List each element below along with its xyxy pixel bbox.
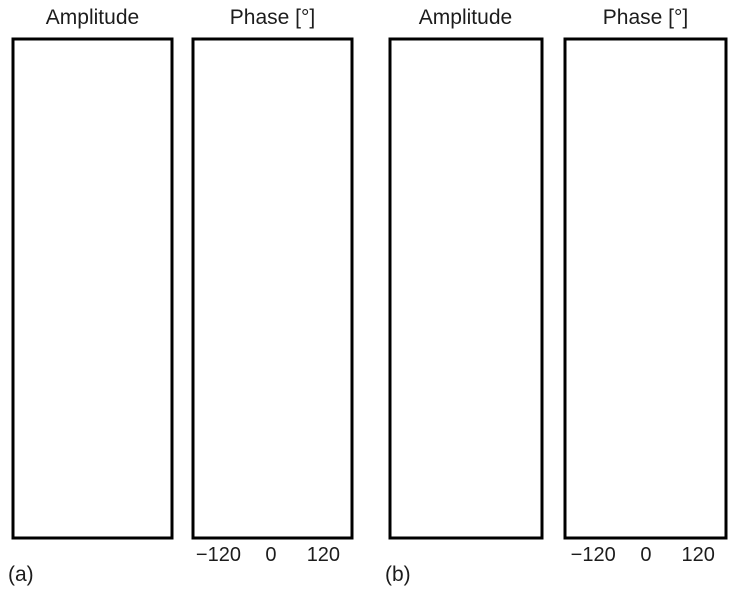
panel-b-phase xyxy=(563,37,728,540)
panel-b-phase-xtick-label-1: 0 xyxy=(640,544,652,566)
panel-a-amplitude-axes-frame xyxy=(11,37,174,540)
panel-b-amplitude-title: Amplitude xyxy=(418,6,513,29)
panel-a-amplitude-title: Amplitude xyxy=(45,6,140,29)
panel-b-phase-title: Phase [°] xyxy=(602,6,689,29)
panel-b-phase-xtick-label-0: −120 xyxy=(570,544,616,566)
group-a-label: (a) xyxy=(8,563,34,586)
panel-b-phase-xtick-label-2: 120 xyxy=(681,544,715,566)
panel-a-phase-title: Phase [°] xyxy=(229,6,316,29)
panel-a-phase-xtick-label-2: 120 xyxy=(306,544,341,566)
panel-b-amplitude-axes-frame xyxy=(388,37,544,540)
panel-a-amplitude xyxy=(11,37,174,540)
group-b-label: (b) xyxy=(385,563,411,586)
panel-b-amplitude xyxy=(388,37,544,540)
panel-a-phase xyxy=(191,37,354,540)
panel-b-phase-axes-frame xyxy=(563,37,728,540)
panel-a-phase-axes-frame xyxy=(191,37,354,540)
panel-a-phase-xtick-label-0: −120 xyxy=(195,544,241,566)
panel-a-phase-xtick-label-1: 0 xyxy=(265,544,277,566)
